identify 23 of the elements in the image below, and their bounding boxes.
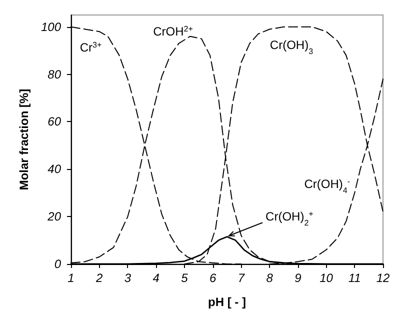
x-tick-label: 11 — [348, 271, 361, 285]
x-tick-label: 2 — [95, 271, 104, 285]
y-axis-title: Molar fraction [%] — [17, 88, 32, 190]
y-tick-label: 60 — [48, 114, 62, 129]
y-tick-label: 40 — [48, 162, 62, 176]
y-tick-label: 20 — [46, 210, 62, 224]
x-tick-label: 10 — [320, 271, 334, 285]
x-tick-label: 3 — [124, 271, 132, 285]
x-tick-label: 4 — [152, 271, 160, 285]
x-tick-label: 5 — [181, 271, 188, 285]
x-tick-label: 1 — [68, 271, 74, 285]
series-label: Cr$^{3+}$ — [80, 40, 102, 54]
y-tick-label: 0 — [54, 257, 62, 271]
x-tick-label: 8 — [266, 271, 274, 285]
series-label: Cr(OH)$_{3}$ — [270, 38, 314, 56]
series-label: CrOH$^{2+}$ — [153, 24, 194, 38]
x-tick-label: 9 — [294, 271, 302, 285]
x-axis-title: pH [ - ] — [208, 295, 246, 309]
x-tick-label: 12 — [376, 271, 390, 285]
y-tick-label: 80 — [48, 67, 62, 82]
x-tick-label: 6 — [209, 271, 216, 285]
y-tick-label: 100 — [40, 20, 62, 34]
x-tick-label: 7 — [238, 271, 246, 285]
